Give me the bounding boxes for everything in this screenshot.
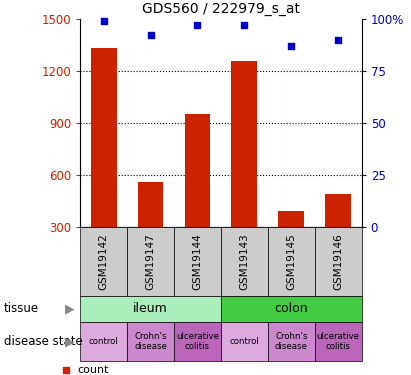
Bar [174,322,221,361]
Bar [127,322,174,361]
Bar [91,48,116,227]
Bar [185,114,210,227]
Bar [127,227,174,296]
Text: ▶: ▶ [65,303,75,315]
Bar [268,322,315,361]
Bar [221,227,268,296]
Text: tissue: tissue [4,303,39,315]
Text: GSM19143: GSM19143 [239,233,249,290]
Title: GDS560 / 222979_s_at: GDS560 / 222979_s_at [142,2,300,16]
Bar [174,227,221,296]
Point [194,22,201,28]
Bar [315,227,362,296]
Text: control: control [89,337,118,346]
Bar [80,227,127,296]
Text: colon: colon [275,303,308,315]
Text: ulcerative
colitis: ulcerative colitis [317,332,360,351]
Text: disease state: disease state [4,335,83,348]
Text: control: control [229,337,259,346]
Bar [326,194,351,227]
Bar [80,322,127,361]
Point [147,32,154,38]
Text: count: count [78,364,109,375]
Point [241,22,248,28]
Bar [268,227,315,296]
Bar [80,296,221,322]
Text: ulcerative
colitis: ulcerative colitis [176,332,219,351]
Text: GSM19146: GSM19146 [333,233,343,290]
Text: ileum: ileum [133,303,168,315]
Point [100,18,107,24]
Bar [278,211,304,227]
Text: GSM19147: GSM19147 [145,233,155,290]
Text: ▶: ▶ [65,335,75,348]
Text: GSM19142: GSM19142 [99,233,109,290]
Point [288,43,295,49]
Bar [315,322,362,361]
Point [335,37,342,43]
Point [63,367,69,372]
Text: GSM19144: GSM19144 [192,233,203,290]
Bar [231,61,257,227]
Bar [221,322,268,361]
Text: GSM19145: GSM19145 [286,233,296,290]
Bar [221,296,362,322]
Bar [138,182,164,227]
Text: Crohn's
disease: Crohn's disease [275,332,308,351]
Text: Crohn's
disease: Crohn's disease [134,332,167,351]
